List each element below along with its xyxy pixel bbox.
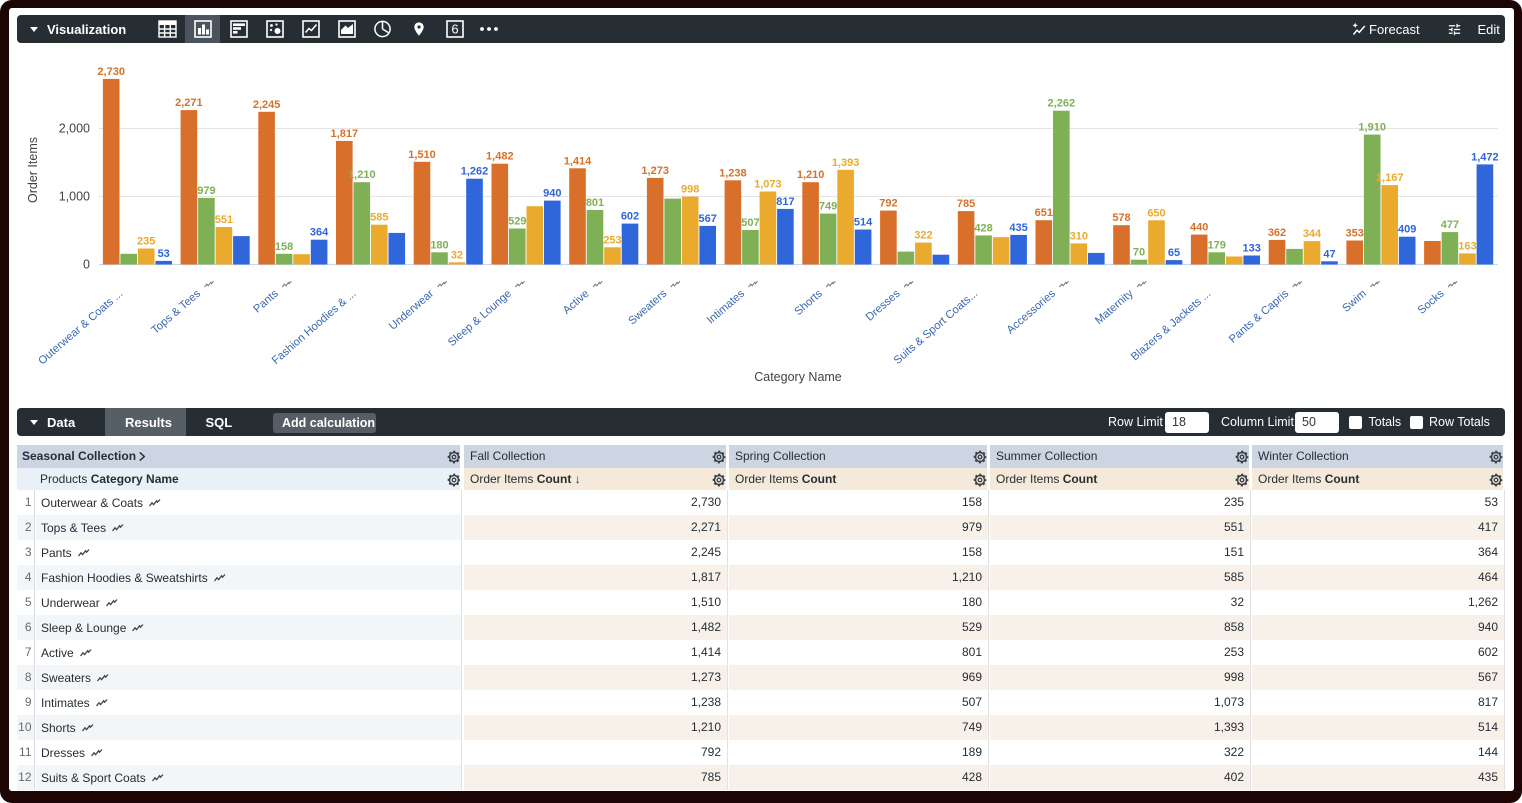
svg-text:0: 0	[83, 258, 90, 272]
svg-text:428: 428	[974, 222, 992, 234]
svg-text:179: 179	[1208, 239, 1226, 251]
svg-text:53: 53	[158, 248, 170, 260]
svg-text:2,730: 2,730	[97, 66, 125, 78]
svg-text:133: 133	[1243, 243, 1261, 255]
svg-text:Outerwear & Coats ...: Outerwear & Coats ...	[36, 288, 125, 368]
svg-text:Order Items: Order Items	[26, 137, 40, 203]
svg-text:551: 551	[215, 214, 233, 226]
svg-text:235: 235	[137, 236, 155, 248]
svg-text:Shorts: Shorts	[792, 287, 825, 318]
svg-text:1,273: 1,273	[641, 165, 669, 177]
svg-text:440: 440	[1190, 222, 1208, 234]
svg-text:998: 998	[681, 184, 699, 196]
svg-text:Socks: Socks	[1416, 287, 1447, 316]
svg-text:Active: Active	[561, 288, 592, 317]
svg-text:344: 344	[1303, 228, 1322, 240]
svg-text:1,414: 1,414	[564, 155, 592, 167]
svg-text:Category Name: Category Name	[754, 370, 842, 384]
svg-text:650: 650	[1147, 207, 1165, 219]
svg-text:65: 65	[1168, 247, 1180, 259]
svg-text:514: 514	[854, 217, 873, 229]
svg-text:322: 322	[914, 230, 932, 242]
svg-text:2,000: 2,000	[59, 122, 90, 136]
svg-text:Tops & Tees: Tops & Tees	[149, 287, 203, 336]
svg-text:1,910: 1,910	[1358, 122, 1386, 134]
svg-text:1,210: 1,210	[797, 169, 825, 181]
svg-text:Maternity: Maternity	[1093, 287, 1136, 327]
svg-text:435: 435	[1009, 222, 1027, 234]
svg-text:602: 602	[621, 211, 639, 223]
svg-text:817: 817	[776, 196, 794, 208]
svg-text:567: 567	[699, 213, 717, 225]
svg-text:Blazers & Jackets ...: Blazers & Jackets ...	[1129, 288, 1213, 364]
svg-text:Fashion Hoodies & ...: Fashion Hoodies & ...	[270, 288, 359, 367]
svg-text:940: 940	[543, 188, 561, 200]
svg-text:1,472: 1,472	[1471, 151, 1499, 163]
svg-text:2,262: 2,262	[1048, 98, 1076, 110]
svg-text:1,073: 1,073	[754, 179, 782, 191]
svg-text:1,000: 1,000	[59, 190, 90, 204]
svg-text:353: 353	[1346, 228, 1364, 240]
svg-text:979: 979	[197, 185, 215, 197]
svg-text:Pants: Pants	[251, 287, 281, 315]
svg-text:801: 801	[586, 197, 604, 209]
svg-text:477: 477	[1441, 219, 1459, 231]
svg-text:158: 158	[275, 241, 293, 253]
svg-text:Accessories: Accessories	[1005, 287, 1059, 336]
svg-text:Intimates: Intimates	[705, 287, 747, 326]
svg-text:47: 47	[1323, 248, 1335, 260]
svg-text:1,817: 1,817	[331, 128, 359, 140]
svg-text:Suits & Sport Coats...: Suits & Sport Coats...	[892, 288, 981, 367]
svg-text:Sleep & Lounge: Sleep & Lounge	[446, 288, 514, 349]
svg-text:409: 409	[1398, 224, 1416, 236]
svg-text:1,210: 1,210	[348, 169, 376, 181]
svg-text:1,167: 1,167	[1376, 172, 1404, 184]
svg-text:1,482: 1,482	[486, 151, 514, 163]
svg-text:Dresses: Dresses	[864, 287, 903, 323]
svg-text:2,245: 2,245	[253, 99, 281, 111]
svg-text:578: 578	[1112, 212, 1130, 224]
svg-text:1,238: 1,238	[719, 167, 747, 179]
svg-text:1,262: 1,262	[461, 166, 489, 178]
svg-text:Underwear: Underwear	[387, 288, 436, 333]
svg-text:2,271: 2,271	[175, 97, 203, 109]
svg-text:32: 32	[451, 249, 463, 261]
svg-text:253: 253	[603, 234, 621, 246]
svg-text:785: 785	[957, 198, 975, 210]
svg-text:Swim: Swim	[1340, 288, 1369, 315]
svg-text:Pants & Capris: Pants & Capris	[1227, 287, 1291, 345]
svg-text:1,393: 1,393	[832, 157, 860, 169]
svg-text:180: 180	[430, 239, 448, 251]
svg-text:529: 529	[508, 216, 526, 228]
svg-text:310: 310	[1070, 230, 1088, 242]
svg-text:507: 507	[741, 217, 759, 229]
svg-text:651: 651	[1035, 207, 1053, 219]
svg-text:163: 163	[1458, 240, 1476, 252]
svg-text:Sweaters: Sweaters	[626, 287, 669, 327]
svg-text:792: 792	[879, 198, 897, 210]
svg-text:70: 70	[1133, 247, 1145, 259]
svg-text:6: 6	[451, 22, 458, 37]
svg-text:749: 749	[819, 201, 837, 213]
svg-text:1,510: 1,510	[408, 149, 436, 161]
svg-text:362: 362	[1268, 227, 1286, 239]
svg-text:364: 364	[310, 227, 329, 239]
svg-text:585: 585	[370, 212, 388, 224]
